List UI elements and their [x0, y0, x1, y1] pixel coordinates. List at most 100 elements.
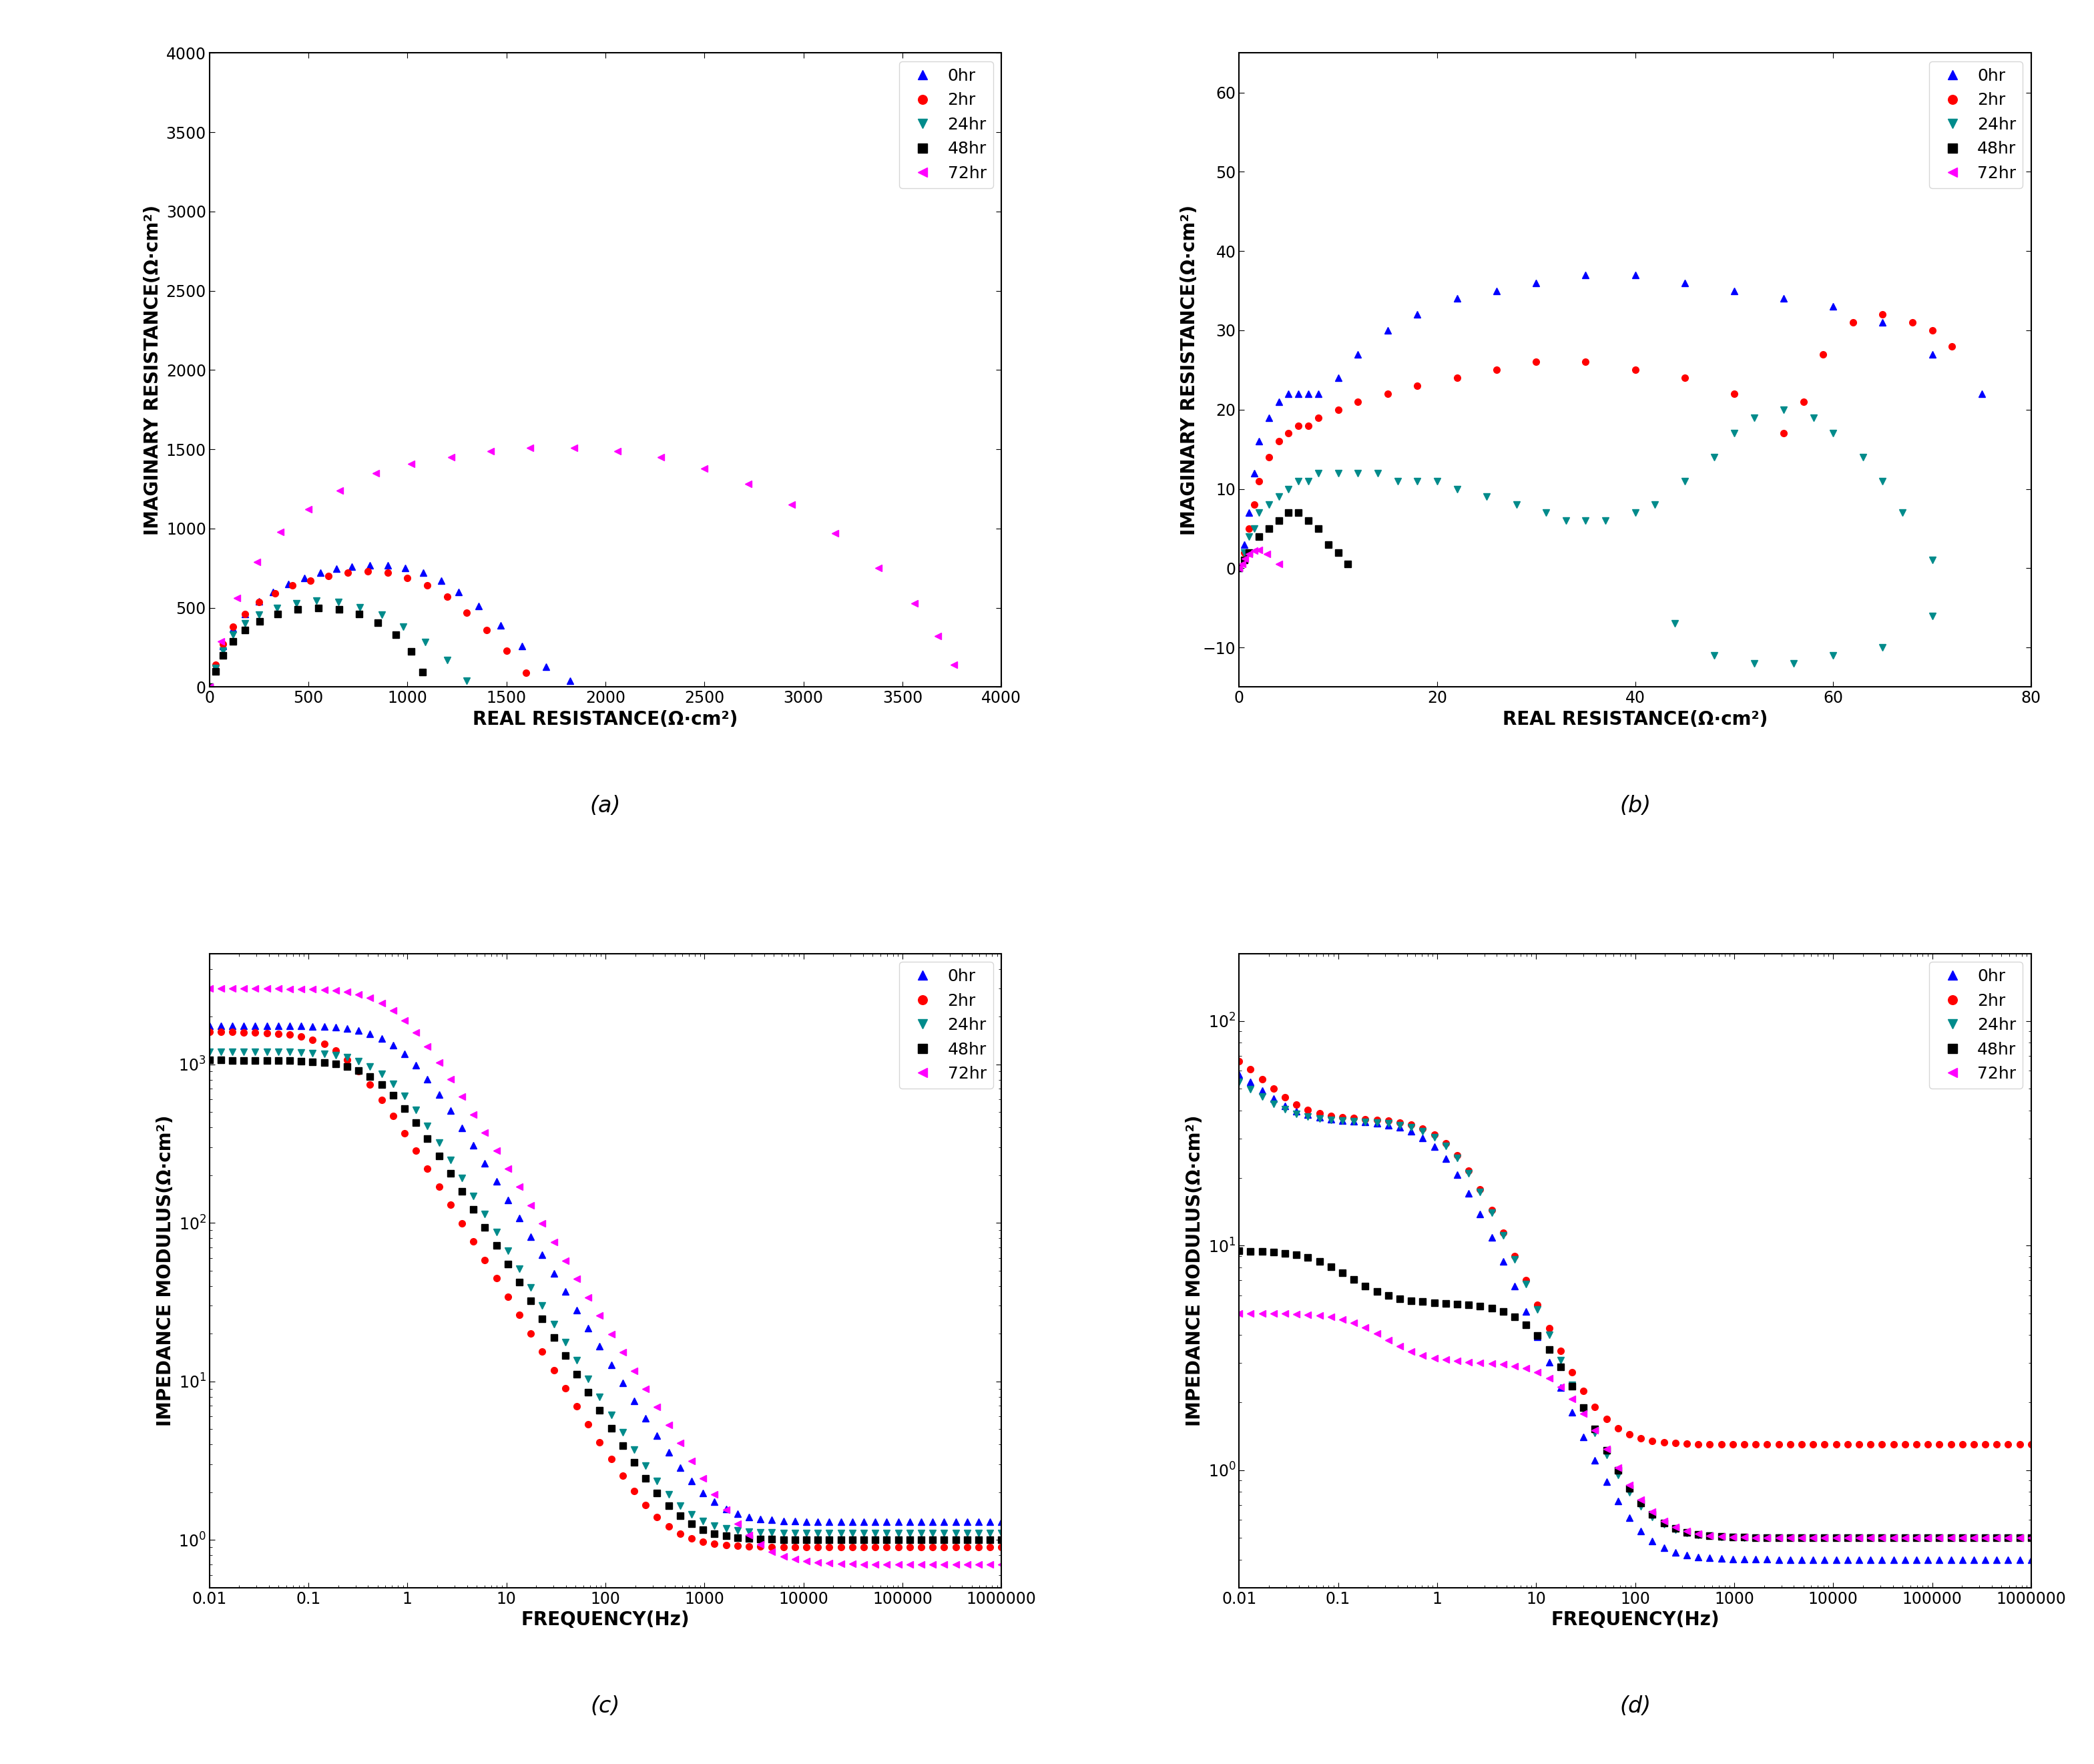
X-axis label: REAL RESISTANCE(Ω·cm²): REAL RESISTANCE(Ω·cm²) [473, 711, 737, 729]
48hr [346, 603, 371, 624]
48hr [438, 1162, 463, 1184]
24hr [1286, 471, 1311, 492]
24hr [1227, 557, 1252, 579]
2hr [415, 575, 440, 596]
0hr [1524, 272, 1550, 293]
24hr [369, 605, 394, 626]
2hr [356, 561, 381, 582]
0hr [1409, 1127, 1434, 1148]
24hr [392, 616, 417, 637]
24hr [381, 1073, 406, 1094]
0hr [557, 670, 582, 691]
Line: 0hr: 0hr [1235, 1071, 2035, 1563]
2hr [1405, 376, 1430, 397]
24hr [1424, 471, 1449, 492]
48hr [1663, 1517, 1688, 1538]
0hr [197, 1014, 222, 1035]
2hr [1326, 399, 1351, 420]
2hr [1275, 423, 1300, 445]
0hr [2019, 1549, 2044, 1570]
24hr [1870, 471, 1895, 492]
72hr [224, 587, 249, 609]
0hr [863, 1512, 888, 1533]
48hr [1409, 1291, 1434, 1312]
2hr [262, 582, 287, 603]
72hr [1267, 554, 1292, 575]
48hr [1256, 519, 1282, 540]
0hr [1326, 367, 1351, 388]
2hr [1409, 1118, 1434, 1140]
24hr [863, 1522, 888, 1544]
72hr [1227, 557, 1252, 579]
72hr [1246, 540, 1271, 561]
24hr [1235, 526, 1261, 547]
24hr [1307, 462, 1332, 483]
48hr [404, 1113, 429, 1134]
2hr [1663, 1432, 1688, 1454]
24hr [1242, 519, 1267, 540]
2hr [1721, 383, 1746, 404]
72hr [735, 473, 760, 494]
X-axis label: FREQUENCY(Hz): FREQUENCY(Hz) [1552, 1611, 1719, 1630]
2hr [1920, 319, 1945, 340]
2hr [1227, 1050, 1252, 1071]
0hr [410, 563, 436, 584]
48hr [1893, 1528, 1918, 1549]
72hr [477, 441, 503, 462]
Line: 72hr: 72hr [205, 986, 1005, 1568]
0hr [1344, 344, 1369, 365]
2hr [1286, 415, 1311, 436]
0hr [1256, 407, 1282, 429]
0hr [467, 596, 492, 617]
0hr [1246, 430, 1271, 452]
2hr [203, 654, 228, 676]
0hr [197, 677, 222, 699]
2hr [988, 1536, 1013, 1558]
2hr [1623, 360, 1648, 381]
Line: 24hr: 24hr [205, 598, 469, 690]
24hr [197, 1041, 222, 1062]
0hr [1721, 280, 1746, 302]
2hr [247, 591, 272, 612]
48hr [632, 1468, 658, 1489]
0hr [1275, 383, 1300, 404]
72hr [209, 630, 235, 651]
48hr [1296, 510, 1321, 531]
24hr [197, 677, 222, 699]
0hr [1673, 272, 1698, 293]
2hr [1811, 344, 1836, 365]
Line: 48hr: 48hr [1235, 510, 1351, 572]
2hr [438, 1194, 463, 1215]
Line: 0hr: 0hr [1235, 272, 1985, 572]
24hr [348, 596, 373, 617]
72hr [863, 1554, 888, 1575]
2hr [1256, 446, 1282, 467]
72hr [1242, 540, 1267, 561]
72hr [561, 437, 586, 459]
72hr [1227, 1302, 1252, 1323]
48hr [197, 1050, 222, 1071]
0hr [1893, 1549, 1918, 1570]
0hr [247, 591, 272, 612]
24hr [1801, 407, 1826, 429]
72hr [381, 1000, 406, 1021]
0hr [446, 582, 471, 603]
48hr [247, 610, 272, 632]
24hr [2019, 1528, 2044, 1549]
72hr [1432, 1349, 1457, 1371]
24hr [1267, 487, 1292, 508]
48hr [306, 598, 331, 619]
2hr [1445, 367, 1470, 388]
2hr [1903, 1434, 1929, 1455]
48hr [285, 598, 310, 619]
2hr [396, 566, 421, 587]
48hr [211, 646, 237, 667]
Line: 2hr: 2hr [205, 568, 530, 690]
48hr [1227, 557, 1252, 579]
0hr [1485, 280, 1510, 302]
2hr [1790, 392, 1815, 413]
24hr [1384, 471, 1409, 492]
2hr [454, 602, 480, 623]
72hr [942, 654, 967, 676]
0hr [1820, 296, 1845, 318]
